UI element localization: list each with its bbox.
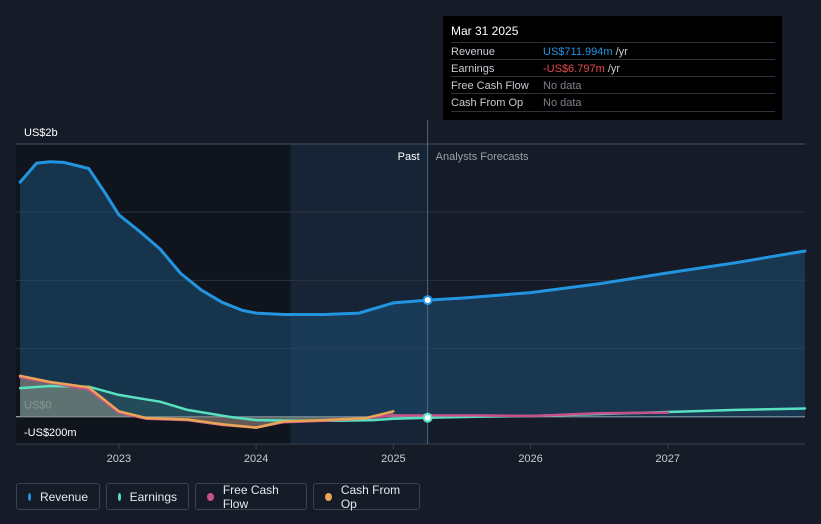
past-label: Past [398, 151, 420, 163]
cash-from-op-line [18, 374, 395, 429]
tooltip-date: Mar 31 2025 [451, 24, 519, 38]
revenue-forecast-line [426, 249, 807, 302]
tooltip-label: Cash From Op [451, 97, 524, 109]
cash-from-op-area [20, 375, 394, 428]
tooltip-label: Free Cash Flow [451, 80, 529, 92]
tooltip-row-earnings: Earnings -US$6.797m /yr [451, 59, 775, 77]
legend-dot-icon [28, 492, 31, 501]
tooltip-row-cash-from-op: Cash From Op No data [451, 93, 775, 112]
revenue-marker [422, 295, 433, 306]
forecast-label: Analysts Forecasts [436, 151, 529, 163]
tooltip-row-free-cash-flow: Free Cash Flow No data [451, 76, 775, 94]
y-axis-label: US$2b [24, 127, 58, 139]
y-axis-label: -US$200m [24, 427, 77, 439]
legend-label: Earnings [129, 489, 177, 504]
tooltip-row-revenue: Revenue US$711.994m /yr [451, 42, 775, 60]
x-tick-label: 2024 [244, 453, 268, 465]
legend-dot-icon [325, 492, 332, 501]
revenue-area [20, 161, 806, 417]
tooltip-value: No data [543, 80, 582, 92]
legend-label: Cash From Op [340, 482, 401, 511]
legend-free-cash-flow[interactable]: Free Cash Flow [195, 482, 307, 511]
legend-cash-from-op[interactable]: Cash From Op [313, 482, 420, 511]
tooltip-label: Earnings [451, 63, 495, 75]
revenue-line [18, 160, 430, 316]
tooltip: Mar 31 2025 Revenue US$711.994m /yr Earn… [443, 16, 782, 120]
tooltip-value: US$711.994m /yr [543, 46, 628, 58]
tooltip-label: Revenue [451, 46, 496, 58]
x-tick-label: 2023 [107, 453, 131, 465]
x-tick-label: 2026 [518, 453, 542, 465]
x-tick-label: 2025 [381, 453, 405, 465]
legend-label: Revenue [39, 489, 88, 504]
legend-dot-icon [207, 492, 214, 501]
x-tick-label: 2027 [656, 453, 680, 465]
legend-label: Free Cash Flow [222, 482, 279, 511]
tooltip-value: -US$6.797m /yr [543, 63, 621, 75]
tooltip-value: No data [543, 97, 582, 109]
earnings-marker [422, 412, 433, 423]
legend-earnings[interactable]: Earnings [106, 483, 189, 510]
legend: Revenue Earnings Free Cash Flow Cash Fro… [16, 483, 420, 511]
legend-revenue[interactable]: Revenue [16, 483, 100, 510]
legend-dot-icon [118, 492, 121, 501]
